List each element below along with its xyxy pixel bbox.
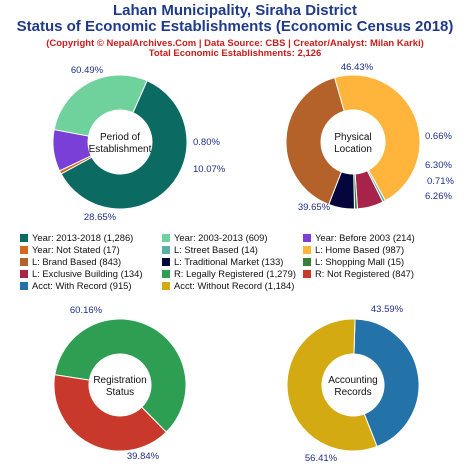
legend-item: Acct: Without Record (1,184)	[162, 280, 294, 291]
legend-swatch	[303, 270, 311, 278]
donut-center-label: Period of	[100, 132, 140, 143]
legend-swatch	[303, 246, 311, 254]
legend-label: L: Street Based (14)	[174, 244, 258, 255]
donut-slice	[285, 76, 345, 206]
legend-swatch	[303, 234, 311, 242]
legend-item: R: Legally Registered (1,279)	[162, 268, 296, 279]
legend-label: Acct: With Record (915)	[32, 280, 132, 291]
percent-label: 43.59%	[371, 304, 404, 315]
legend-item: Year: 2013-2018 (1,286)	[20, 232, 133, 243]
legend-label: L: Traditional Market (133)	[174, 256, 284, 267]
legend-item: L: Street Based (14)	[162, 244, 258, 255]
percent-label: 0.66%	[425, 131, 452, 142]
percent-label: 39.65%	[298, 202, 331, 213]
legend-label: L: Shopping Mall (15)	[315, 256, 405, 267]
chart-title-line2: Status of Economic Establishments (Econo…	[16, 18, 454, 35]
legend-swatch	[162, 270, 170, 278]
legend-label: Year: Before 2003 (214)	[315, 232, 415, 243]
donut-chart-2: 46.43% 0.66% 6.30% 0.71% 6.26% 39.65% Physical…	[285, 62, 454, 213]
legend-swatch	[303, 258, 311, 266]
legend-swatch	[20, 282, 28, 290]
legend-item: L: Home Based (987)	[303, 244, 404, 255]
donut-chart-1: 60.49% 0.80% 10.07% 28.65% Period ofEstablis…	[52, 65, 226, 223]
percent-label: 0.71%	[427, 176, 454, 187]
legend-label: L: Home Based (987)	[315, 244, 405, 255]
legend-item: Year: Not Stated (17)	[20, 244, 120, 255]
legend-swatch	[20, 234, 28, 242]
legend-item: L: Traditional Market (133)	[162, 256, 283, 267]
donut-center-label: Accounting	[328, 375, 377, 386]
legend-item: L: Shopping Mall (15)	[303, 256, 404, 267]
legend-item: L: Brand Based (843)	[20, 256, 121, 267]
legend-item: R: Not Registered (847)	[303, 268, 414, 279]
legend-swatch	[162, 282, 170, 290]
percent-label: 46.43%	[341, 62, 374, 73]
donut-slice	[53, 374, 167, 452]
percent-label: 6.30%	[425, 160, 452, 171]
legend-item: Year: 2003-2013 (609)	[162, 232, 267, 243]
donut-center-label: Physical	[334, 132, 371, 143]
percent-label: 28.65%	[84, 212, 117, 223]
legend-label: Year: Not Stated (17)	[32, 244, 120, 255]
legend-swatch	[20, 246, 28, 254]
legend-label: Year: 2013-2018 (1,286)	[32, 232, 134, 243]
percent-label: 60.49%	[71, 65, 104, 76]
donut-hole	[322, 354, 384, 416]
percent-label: 10.07%	[193, 164, 226, 175]
legend-label: R: Not Registered (847)	[315, 268, 415, 279]
percent-label: 60.16%	[70, 305, 103, 316]
legend-item: L: Exclusive Building (134)	[20, 268, 142, 279]
legend-label: L: Brand Based (843)	[32, 256, 122, 267]
donut-center-label: Location	[334, 144, 372, 155]
percent-label: 0.80%	[193, 137, 220, 148]
copyright-note: (Copyright © NepalArchives.Com | Data So…	[46, 38, 424, 49]
donut-hole	[88, 110, 152, 174]
donut-center-label: Status	[106, 387, 134, 398]
legend-swatch	[162, 246, 170, 254]
legend-item: Acct: With Record (915)	[20, 280, 132, 291]
donut-hole	[89, 354, 151, 416]
legend-label: Acct: Without Record (1,184)	[174, 280, 295, 291]
total-establishments: Total Economic Establishments: 2,126	[148, 48, 322, 59]
percent-label: 39.84%	[127, 451, 160, 462]
legend-swatch	[162, 234, 170, 242]
legend-swatch	[20, 270, 28, 278]
legend-label: R: Legally Registered (1,279)	[174, 268, 296, 279]
donut-center-label: Records	[334, 387, 371, 398]
donut-center-label: Registration	[93, 375, 146, 386]
donut-hole	[321, 110, 385, 174]
legend-item: Year: Before 2003 (214)	[303, 232, 415, 243]
legend-swatch	[20, 258, 28, 266]
percent-label: 6.26%	[425, 191, 452, 202]
legend-label: Year: 2003-2013 (609)	[174, 232, 268, 243]
chart-title-line1: Lahan Municipality, Siraha District	[113, 2, 357, 19]
legend-swatch	[162, 258, 170, 266]
percent-label: 56.41%	[305, 453, 338, 464]
legend-label: L: Exclusive Building (134)	[32, 268, 143, 279]
donut-center-label: Establishment	[89, 144, 152, 155]
